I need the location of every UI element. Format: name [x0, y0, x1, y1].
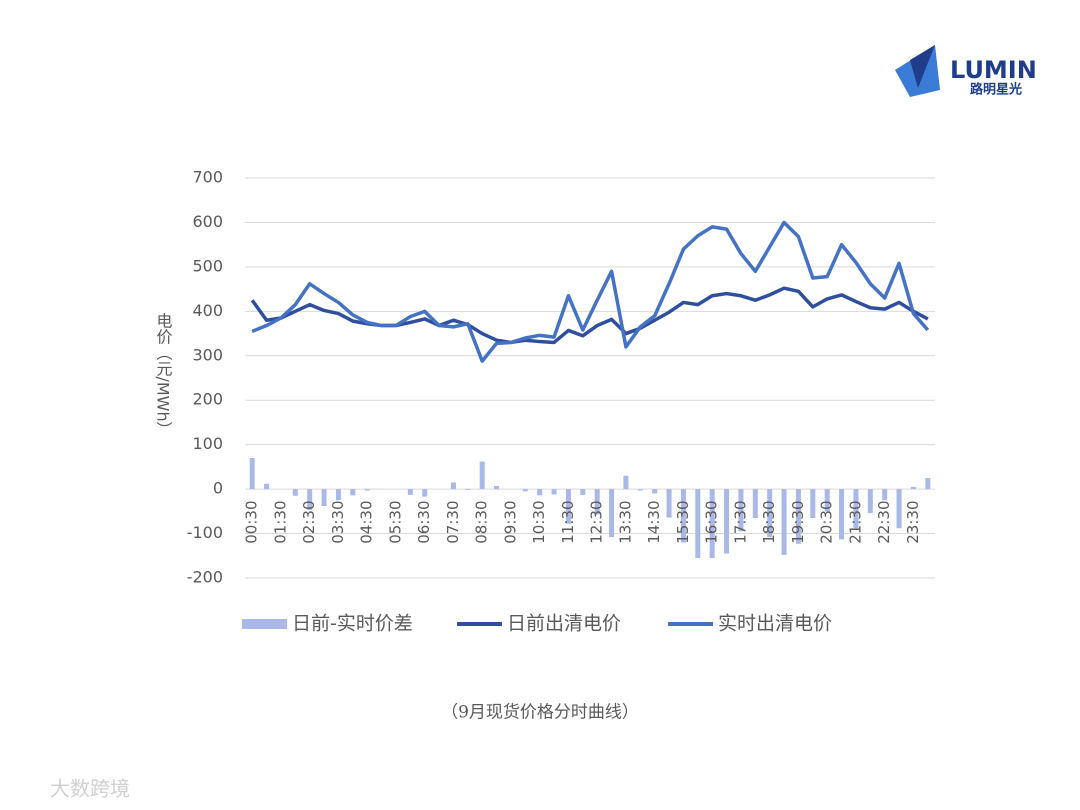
bar	[839, 489, 845, 540]
x-tick-label: 00:30	[243, 500, 261, 543]
bar	[565, 489, 571, 524]
bar	[594, 489, 600, 515]
y-tick-label: 700	[192, 168, 223, 187]
bar	[350, 489, 356, 496]
bar	[307, 489, 313, 510]
logo-text: LUMIN	[950, 56, 1037, 84]
y-tick-label: 600	[192, 212, 223, 231]
bar	[680, 489, 686, 543]
y-tick-label: 0	[213, 479, 223, 498]
y-tick-label: 300	[192, 345, 223, 364]
x-tick-label: 02:30	[300, 500, 318, 543]
bar	[264, 483, 270, 490]
x-tick-label: 10:30	[530, 500, 548, 543]
bar	[292, 489, 298, 496]
bar	[824, 489, 830, 512]
x-tick-label: 23:30	[904, 500, 922, 543]
y-tick-label: -200	[187, 568, 223, 587]
bar	[795, 489, 801, 544]
bar	[479, 461, 485, 490]
x-tick-label: 16:30	[703, 500, 721, 543]
legend-label: 实时出清电价	[718, 613, 832, 635]
bar	[450, 482, 456, 490]
bar	[853, 489, 859, 529]
y-tick-label: -100	[187, 523, 223, 542]
x-tick-label: 09:30	[501, 500, 519, 543]
y-tick-label: 100	[192, 434, 223, 453]
logo-icon	[910, 45, 935, 88]
bar	[767, 489, 773, 538]
x-tick-label: 17:30	[731, 500, 749, 543]
bar	[709, 489, 715, 558]
x-tick-label: 20:30	[818, 500, 836, 543]
line	[251, 220, 930, 363]
x-tick-label: 19:30	[789, 500, 807, 543]
bar	[551, 489, 557, 495]
legend-label: 日前出清电价	[507, 613, 621, 635]
bar	[867, 489, 873, 514]
x-tick-label: 13:30	[616, 500, 634, 543]
bar	[781, 489, 787, 555]
bar	[335, 489, 341, 501]
bar	[910, 486, 916, 490]
legend-swatch	[242, 619, 287, 629]
bar	[882, 489, 888, 501]
bar	[810, 489, 816, 518]
x-tick-label: 11:30	[559, 500, 577, 543]
x-tick-label: 22:30	[875, 500, 893, 543]
x-tick-label: 01:30	[271, 500, 289, 543]
logo-subtitle: 路明星光	[970, 82, 1022, 98]
y-tick-label: 200	[192, 390, 223, 409]
y-tick-label: 500	[192, 256, 223, 275]
x-tick-label: 06:30	[415, 500, 433, 543]
bar	[364, 489, 370, 491]
x-tick-label: 12:30	[588, 500, 606, 543]
bar	[249, 458, 255, 490]
x-tick-label: 14:30	[645, 500, 663, 543]
bar	[407, 489, 413, 495]
logo: LUMIN 路明星光	[895, 45, 1037, 98]
bar	[666, 489, 672, 518]
x-tick-label: 04:30	[358, 500, 376, 543]
bar	[537, 489, 543, 496]
x-tick-label: 15:30	[674, 500, 692, 543]
line	[250, 286, 929, 345]
y-axis-label: 电价（元/MWh）	[154, 312, 173, 437]
bar	[623, 475, 629, 490]
bar	[637, 489, 643, 491]
bar	[522, 489, 528, 492]
bar	[465, 489, 471, 490]
x-tick-label: 21:30	[846, 500, 864, 543]
watermark: 大数跨境	[50, 777, 130, 801]
bar	[724, 489, 730, 554]
bar	[695, 489, 701, 558]
bar	[652, 489, 658, 494]
bar	[925, 478, 931, 490]
bar	[494, 486, 500, 490]
bar	[738, 489, 744, 532]
bar	[422, 489, 428, 497]
bar	[609, 489, 615, 538]
x-tick-label: 18:30	[760, 500, 778, 543]
caption: （9月现货价格分时曲线）	[441, 703, 639, 723]
bar	[580, 489, 586, 495]
legend-label: 日前-实时价差	[292, 613, 413, 635]
bar	[321, 489, 327, 506]
x-tick-label: 07:30	[444, 500, 462, 543]
x-tick-label: 08:30	[473, 500, 491, 543]
x-tick-label: 03:30	[329, 500, 347, 543]
bar	[752, 489, 758, 518]
x-tick-label: 05:30	[386, 500, 404, 543]
y-tick-label: 400	[192, 301, 223, 320]
bar	[896, 489, 902, 529]
